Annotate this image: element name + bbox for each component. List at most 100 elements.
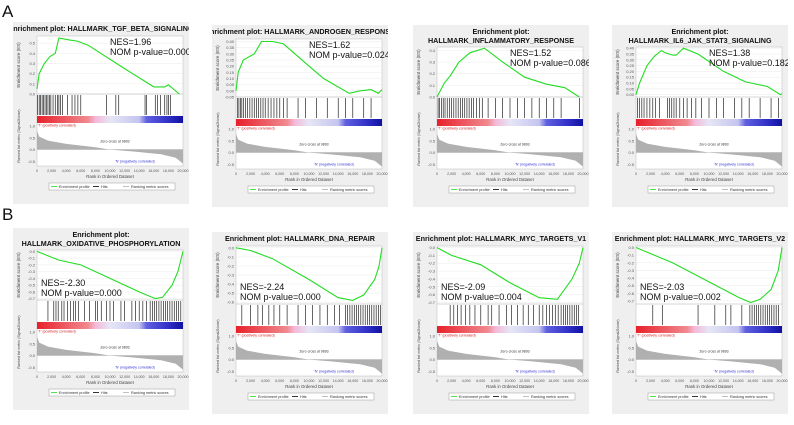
x-tick-label: 20,000 [578,172,589,176]
x-tick-label: 10,000 [105,169,116,173]
positive-label: 'T' (positively correlated) [637,334,675,338]
rank-tick-label: -0.5 [428,162,436,167]
es-tick-label: -0.5 [227,291,235,296]
es-tick-label: 0.40 [226,39,235,44]
nes-value: NES=-2.09 [441,282,485,292]
legend-label: Hits [700,395,707,399]
legend-box [48,182,176,191]
plot-svg: Enrichment plot: HALLMARK_ANDROGEN_RESPO… [205,25,395,207]
rank-tick-label: 1.0 [228,334,234,339]
zero-cross-label: Zero cross at 9893 [299,349,328,353]
p-value: NOM p-value=0.024 [309,50,388,60]
x-tick-label: 16,000 [148,169,159,173]
x-tick-label: 12,000 [318,172,329,176]
es-tick-label: -0.4 [227,282,235,287]
x-tick-label: 2,000 [447,379,456,383]
es-tick-label: -0.2 [28,262,36,267]
legend-label: Hits [300,188,307,192]
ranking-metric-area [236,133,382,167]
x-tick-label: 18,000 [563,172,574,176]
p-value: NOM p-value=0.000 [41,288,122,298]
x-tick-label: 4,000 [661,172,670,176]
zero-cross-label: Zero cross at 9893 [299,142,328,146]
plot-title: HALLMARK_OXIDATIVE_PHOSPHORYLATION [22,239,181,248]
negative-label: 'N' (negatively correlated) [314,162,353,166]
zero-cross-label: Zero cross at 9893 [500,349,529,353]
legend-label: Enrichment profile [658,395,689,399]
es-tick-label: 0.35 [626,51,635,56]
x-axis-label: Rank in Ordered Dataset [486,384,534,389]
plot-svg: Enrichment plot: HALLMARK_MYC_TARGETS_V1… [413,232,589,414]
x-tick-label: 2,000 [47,375,56,379]
nes-value: NES=1.62 [309,40,350,50]
x-tick-label: 0 [235,172,237,176]
ranking-metric-area [37,336,183,370]
x-tick-label: 0 [36,375,38,379]
negative-label: 'N' (negatively correlated) [714,369,753,373]
x-tick-label: 4,000 [261,172,270,176]
nes-value: NES=1.38 [709,48,750,58]
x-tick-label: 10,000 [704,379,715,383]
p-value: NOM p-value=0.004 [441,292,522,302]
x-tick-label: 4,000 [661,379,670,383]
rank-tick-label: 1.0 [29,330,35,335]
es-tick-label: -0.7 [28,296,36,301]
x-tick-label: 4,000 [462,379,471,383]
rank-axis-label: Ranked list metric (Signal2Noise) [216,112,220,165]
x-axis-label: Rank in Ordered Dataset [86,380,134,385]
ranking-metric-area [37,130,183,164]
rank-tick-label: 0.5 [29,135,35,140]
enrichment-plot-4: Enrichment plot: HALLMARK_IL6_JAK_STAT3_S… [612,25,790,207]
x-tick-label: 4,000 [462,172,471,176]
es-tick-label: 0.20 [626,69,635,74]
enrichment-profile-line [36,250,184,300]
x-tick-label: 12,000 [718,172,729,176]
x-tick-label: 16,000 [548,172,559,176]
rank-axis-label: Ranked list metric (Signal2Noise) [616,112,620,165]
x-tick-label: 10,000 [304,172,315,176]
legend-box [448,185,576,194]
es-tick-label: 0.05 [626,86,635,91]
es-tick-label: 0.0 [29,92,35,97]
enrichment-plot-2: Enrichment plot: HALLMARK_ANDROGEN_RESPO… [205,25,395,207]
rank-axis-label: Ranked list metric (Signal2Noise) [216,319,220,372]
rank-tick-label: 1.0 [628,334,634,339]
ranking-metric-area [636,340,782,374]
rank-tick-label: 0.5 [429,345,435,350]
x-tick-label: 20,000 [777,379,788,383]
rank-tick-label: 0.0 [228,357,234,362]
plot-title: Enrichment plot: HALLMARK_DNA_REPAIR [225,234,376,243]
x-tick-label: 16,000 [148,375,159,379]
rank-tick-label: 0.5 [628,345,634,350]
rank-tick-label: -0.5 [227,162,235,167]
x-tick-label: 18,000 [762,172,773,176]
x-tick-label: 4,000 [62,375,71,379]
es-tick-label: -0.3 [227,273,235,278]
es-tick-label: -0.6 [627,291,635,296]
es-tick-label: 0.15 [626,75,635,80]
es-tick-label: 0.35 [226,45,235,50]
rank-tick-label: -0.5 [227,369,235,374]
es-tick-label: 0.05 [226,82,235,87]
es-tick-label: -0.1 [227,254,235,259]
x-axis-label: Rank in Ordered Dataset [685,177,733,182]
es-tick-label: 0.10 [226,76,235,81]
x-tick-label: 14,000 [534,172,545,176]
es-tick-label: 0.15 [226,70,235,75]
es-tick-label: -0.5 [627,283,635,288]
positive-label: 'T' (positively correlated) [38,330,76,334]
x-tick-label: 12,000 [519,379,530,383]
es-tick-label: -0.6 [428,292,436,297]
rank-tick-label: 1.0 [429,127,435,132]
x-tick-label: 2,000 [47,169,56,173]
rank-color-bar [437,326,583,333]
x-tick-label: 12,000 [119,169,130,173]
rank-tick-label: 0.0 [429,357,435,362]
nes-value: NES=-2.03 [640,282,684,292]
x-tick-label: 12,000 [119,375,130,379]
es-tick-label: -0.1 [627,253,635,258]
legend-label: Ranking metric scores [531,188,569,192]
legend-label: Ranking metric scores [131,185,169,189]
x-tick-label: 8,000 [690,379,699,383]
x-tick-label: 14,000 [333,172,344,176]
